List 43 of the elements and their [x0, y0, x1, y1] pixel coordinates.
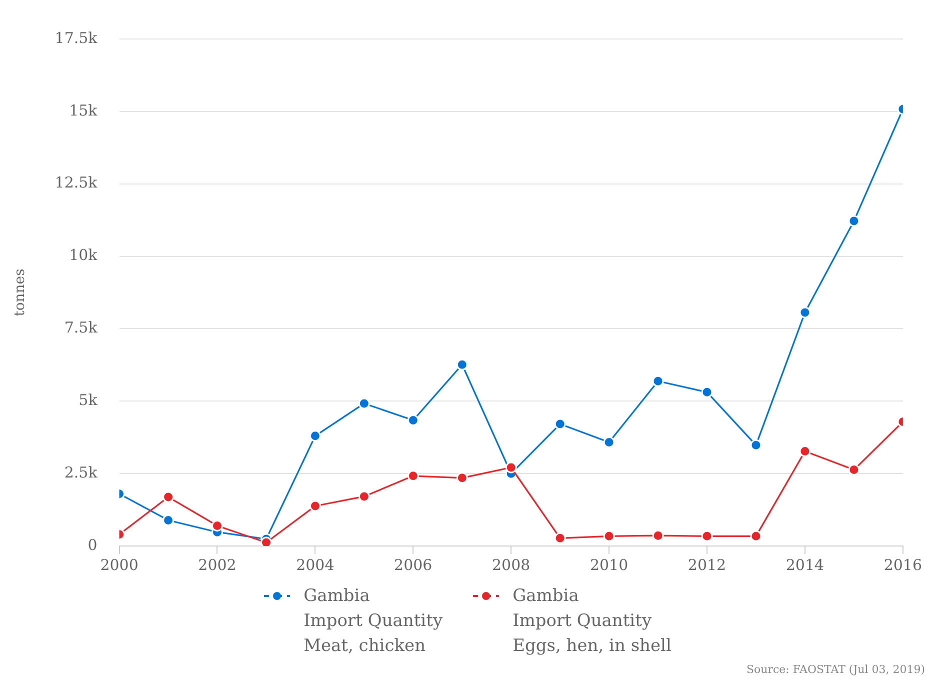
- point: [848, 215, 860, 227]
- point: [652, 530, 664, 542]
- point: [603, 530, 615, 542]
- point: [456, 358, 468, 370]
- point: [309, 500, 321, 512]
- x-tick-label: 2006: [394, 556, 432, 574]
- y-tick-label: 17.5k: [54, 28, 98, 47]
- y-tick-label: 0: [88, 536, 98, 554]
- point: [799, 306, 811, 318]
- x-tick-label: 2010: [590, 556, 628, 574]
- x-tick-label: 2016: [884, 556, 922, 574]
- point: [505, 462, 517, 474]
- point: [750, 439, 762, 451]
- y-tick-label: 2.5k: [64, 463, 98, 482]
- legend-label: Gambia Import Quantity Eggs, hen, in shell: [512, 585, 672, 658]
- source-note: Source: FAOSTAT (Jul 03, 2019): [745, 663, 925, 676]
- point: [309, 430, 321, 442]
- point: [799, 446, 811, 458]
- y-tick-label: 15k: [69, 101, 98, 120]
- y-tick-label: 7.5k: [64, 318, 98, 337]
- point: [358, 490, 370, 502]
- y-tick-label: 5k: [78, 391, 98, 410]
- point: [554, 532, 566, 544]
- y-axis-title: tonnes: [12, 268, 28, 316]
- point: [162, 491, 174, 503]
- x-tick-label: 2014: [786, 556, 824, 574]
- point: [260, 536, 272, 546]
- point: [456, 472, 468, 484]
- y-tick-label: 12.5k: [54, 174, 98, 192]
- point: [554, 418, 566, 430]
- x-tick-label: 2000: [100, 556, 138, 574]
- point: [652, 375, 664, 387]
- point: [701, 530, 713, 542]
- x-tick-label: 2002: [198, 556, 236, 574]
- x-tick-label: 2008: [492, 556, 530, 574]
- legend-label: Gambia Import Quantity Meat, chicken: [304, 585, 443, 658]
- x-tick-label: 2012: [688, 556, 726, 574]
- point: [701, 386, 713, 398]
- x-tick-label: 2004: [296, 556, 334, 574]
- point: [750, 530, 762, 542]
- point: [407, 470, 419, 482]
- y-tick-label: 10k: [69, 246, 98, 264]
- point: [358, 398, 370, 410]
